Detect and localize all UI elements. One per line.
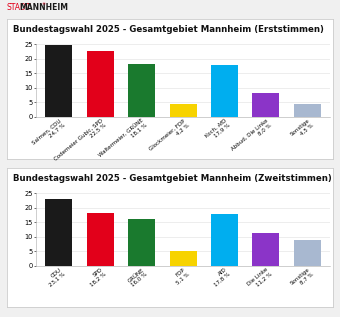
Bar	[46, 45, 72, 117]
Bar	[294, 104, 321, 117]
Bar	[128, 64, 155, 117]
Text: STADT: STADT	[7, 3, 31, 12]
Bar	[128, 219, 155, 266]
Text: 23.02.2025 23:06 Uhr · 234 von 234 Ergebnissen: 23.02.2025 23:06 Uhr · 234 von 234 Ergeb…	[105, 172, 235, 178]
Bar	[87, 51, 114, 117]
Text: ®: ®	[41, 2, 46, 6]
Bar	[252, 94, 279, 117]
Bar	[170, 251, 197, 266]
Text: Bundestagswahl 2025 - Gesamtgebiet Mannheim (Erststimmen): Bundestagswahl 2025 - Gesamtgebiet Mannh…	[13, 25, 324, 34]
Bar	[170, 105, 197, 117]
Bar	[87, 213, 114, 266]
Text: MANNHEIM: MANNHEIM	[19, 3, 68, 12]
Bar	[211, 214, 238, 266]
Bar	[211, 65, 238, 117]
Bar	[46, 199, 72, 266]
Bar	[294, 240, 321, 266]
Bar	[252, 233, 279, 266]
Text: Bundestagswahl 2025 - Gesamtgebiet Mannheim (Zweitstimmen): Bundestagswahl 2025 - Gesamtgebiet Mannh…	[13, 174, 332, 183]
Text: mehr ...: mehr ...	[10, 189, 35, 194]
